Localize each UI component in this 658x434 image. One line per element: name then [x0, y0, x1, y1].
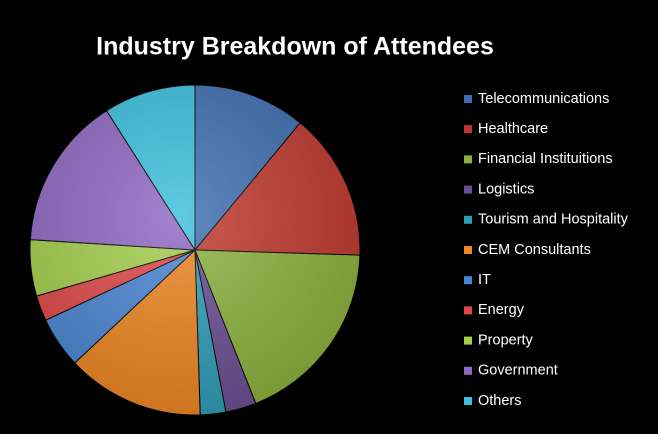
legend-swatch: [464, 246, 472, 254]
legend-label: IT: [478, 272, 491, 288]
legend-label: Financial Instituitions: [478, 151, 613, 167]
legend-label: Property: [478, 332, 534, 348]
legend-label: Tourism and Hospitality: [478, 212, 629, 228]
legend-swatch: [464, 366, 472, 375]
legend-label: Healthcare: [478, 121, 548, 137]
legend-swatch: [464, 185, 472, 194]
chart-title: Industry Breakdown of Attendees: [96, 33, 494, 61]
legend-label: CEM Consultants: [478, 242, 591, 258]
legend-swatch: [464, 95, 472, 103]
legend-label: Telecommunications: [478, 91, 609, 107]
legend-label: Energy: [478, 302, 525, 318]
legend-swatch: [464, 306, 472, 315]
legend-swatch: [464, 397, 472, 405]
legend-label: Government: [478, 363, 558, 379]
legend-label: Others: [478, 393, 522, 409]
legend-swatch: [464, 155, 472, 164]
legend-swatch: [464, 276, 472, 285]
legend-swatch: [464, 125, 472, 134]
legend-swatch: [464, 215, 472, 224]
legend-label: Logistics: [478, 181, 534, 197]
legend-swatch: [464, 336, 472, 345]
